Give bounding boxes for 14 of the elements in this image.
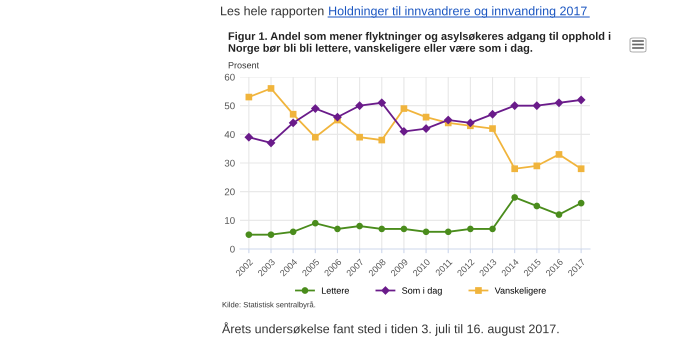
text: Les hele rapporten — [221, 6, 324, 18]
y-tick-label: 20 — [224, 188, 235, 196]
legend-label: Lettere — [322, 287, 349, 294]
y-tick-label: 50 — [224, 102, 235, 110]
legend-label: Som i dag — [402, 287, 442, 296]
y-tick-label: 10 — [225, 217, 235, 224]
y-tick-label: 30 — [224, 160, 235, 167]
y-tick-label: 40 — [224, 131, 235, 138]
text: Årets undersøkelse fant sted i tiden 3. juli til 16. august 2017. — [222, 322, 559, 336]
y-tick-label: 0 — [230, 246, 235, 253]
legend-label: Vanskeligere — [494, 287, 546, 296]
y-tick-label: 60 — [224, 74, 235, 81]
chart-title: Figur 1. Andel som mener flyktninger og asylsøkeres adgang til opphold i Norge bør bli bli lettere, vanskeligere eller være som i dag. — [228, 32, 610, 54]
y-axis-title: Prosent — [228, 62, 260, 68]
